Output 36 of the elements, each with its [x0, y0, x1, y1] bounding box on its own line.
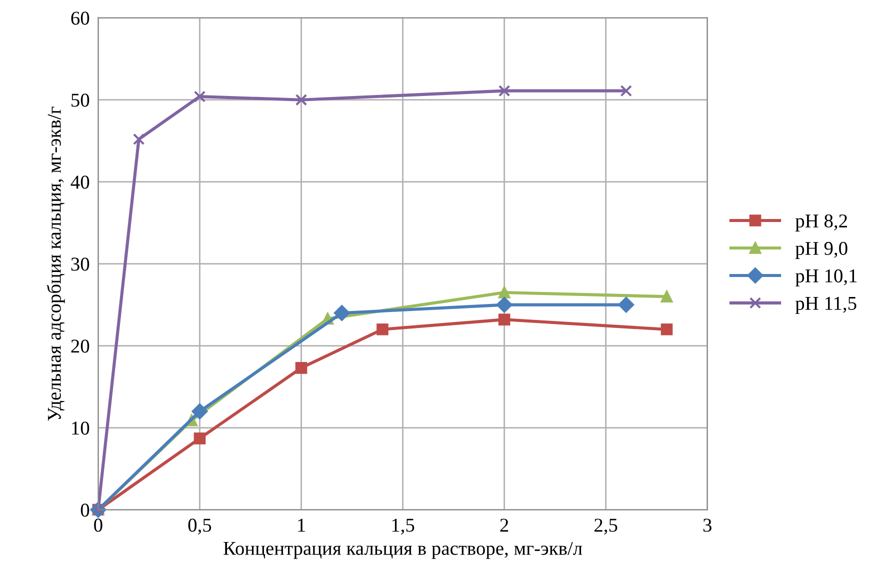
point [498, 286, 510, 298]
y-tick-label: 50 [72, 94, 90, 107]
y-tick-label: 60 [71, 12, 90, 25]
point [498, 314, 510, 326]
x-tick-label: 2 [500, 518, 508, 532]
x-tick-label: 2,5 [594, 518, 618, 535]
point [295, 362, 308, 374]
legend-label: pH 11,5 [795, 296, 856, 314]
y-tick-label: 20 [71, 340, 90, 353]
point [660, 323, 673, 336]
x-axis-title: Концентрация кальция в растворе, мг-экв/л [224, 542, 582, 559]
point [192, 403, 208, 420]
point [376, 323, 388, 336]
y-axis-title: Удельная адсорбция кальция, мг-экв/г [46, 106, 65, 421]
legend-label: pH 10,1 [795, 269, 857, 286]
y-tick-label: 0 [80, 504, 90, 517]
point [194, 432, 206, 444]
point [132, 133, 145, 146]
point [620, 84, 632, 97]
point [618, 296, 634, 313]
legend-label: pH 9,0 [795, 242, 848, 259]
y-tick-label: 40 [70, 176, 90, 189]
x-tick-label: 0,5 [188, 518, 212, 535]
y-tick-label: 30 [71, 258, 90, 271]
point [194, 90, 206, 102]
x-tick-label: 3 [703, 518, 712, 532]
legend-label: pH 8,2 [795, 214, 847, 232]
point [295, 94, 308, 106]
x-tick-label: 1 [298, 518, 305, 532]
x-tick-label: 1,5 [392, 518, 414, 535]
point [660, 290, 673, 303]
y-tick-label: 10 [72, 422, 90, 435]
point [334, 305, 350, 321]
point [498, 84, 510, 97]
x-tick-label: 0 [94, 518, 102, 532]
point [496, 296, 512, 313]
